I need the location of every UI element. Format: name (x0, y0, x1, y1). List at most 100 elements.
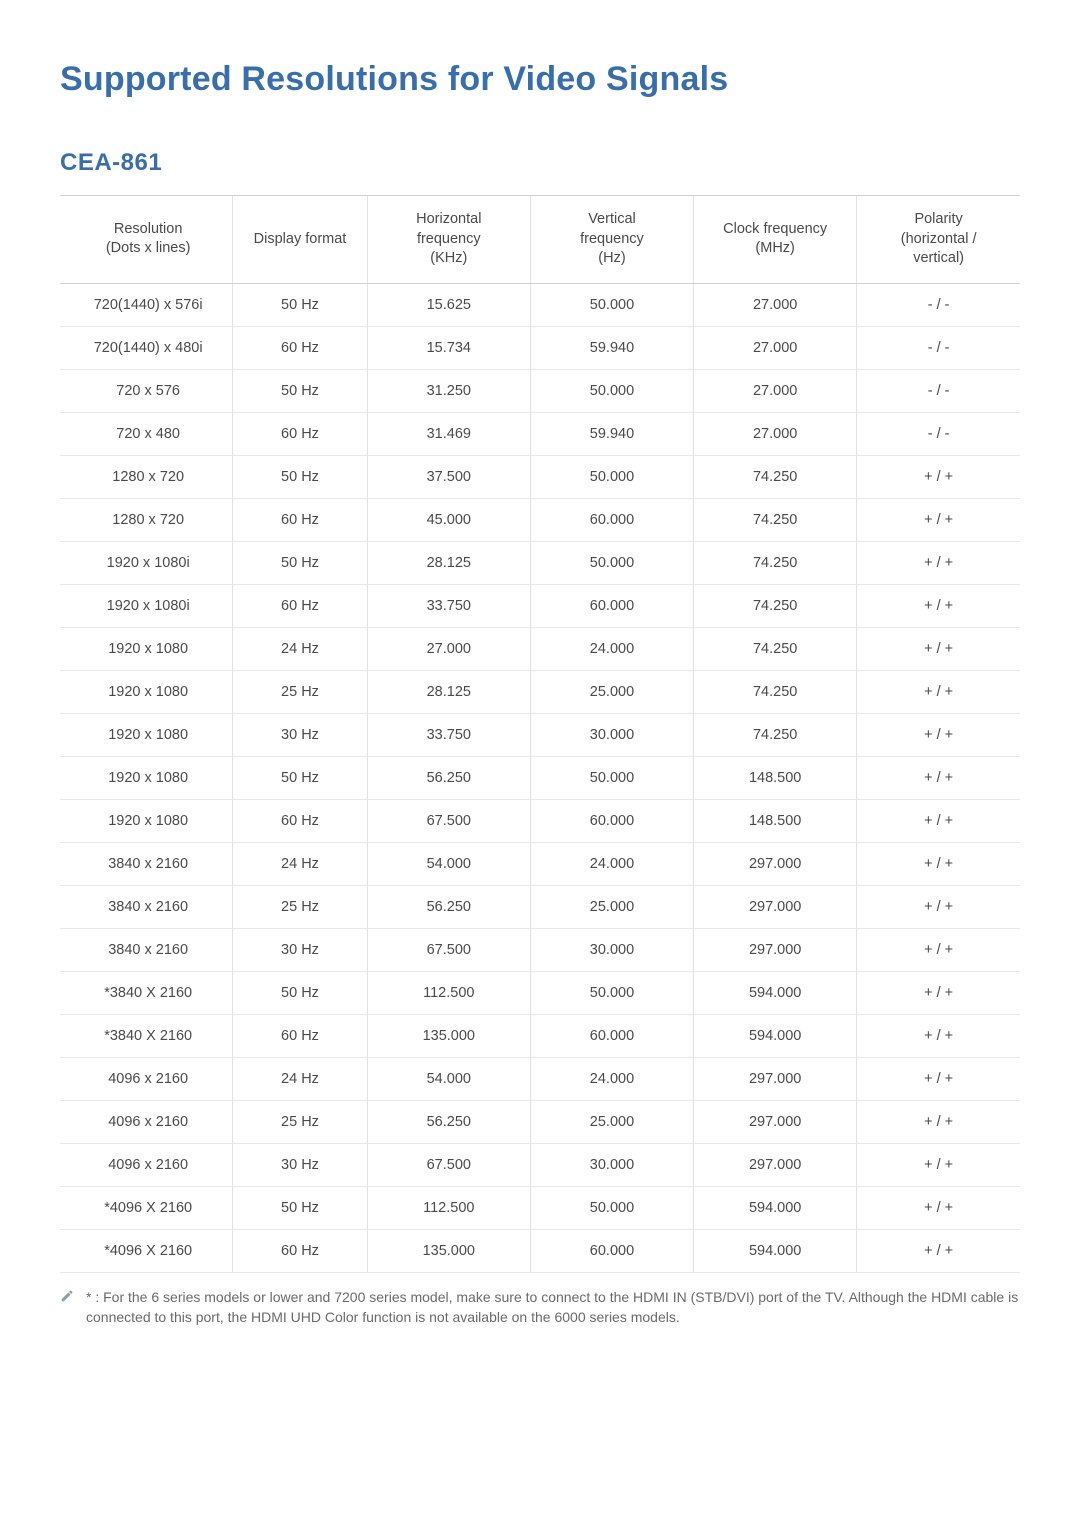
table-cell: + / + (857, 627, 1020, 670)
table-cell: *4096 X 2160 (60, 1229, 233, 1272)
table-cell: 30.000 (530, 1143, 693, 1186)
table-cell: 3840 x 2160 (60, 928, 233, 971)
table-cell: 1920 x 1080 (60, 627, 233, 670)
table-cell: + / + (857, 928, 1020, 971)
table-row: 3840 x 216025 Hz56.25025.000297.000+ / + (60, 885, 1020, 928)
table-cell: *3840 X 2160 (60, 971, 233, 1014)
table-cell: + / + (857, 799, 1020, 842)
table-cell: 135.000 (367, 1229, 530, 1272)
table-cell: 74.250 (694, 584, 857, 627)
table-cell: - / - (857, 326, 1020, 369)
table-row: 1920 x 108025 Hz28.12525.00074.250+ / + (60, 670, 1020, 713)
table-cell: + / + (857, 713, 1020, 756)
table-cell: + / + (857, 842, 1020, 885)
table-cell: 27.000 (694, 369, 857, 412)
table-cell: 1920 x 1080i (60, 584, 233, 627)
table-cell: 297.000 (694, 842, 857, 885)
table-cell: 25 Hz (233, 1100, 367, 1143)
table-cell: 60 Hz (233, 584, 367, 627)
table-cell: 67.500 (367, 799, 530, 842)
table-row: 3840 x 216030 Hz67.50030.000297.000+ / + (60, 928, 1020, 971)
table-cell: 54.000 (367, 842, 530, 885)
table-cell: 50.000 (530, 369, 693, 412)
table-cell: 4096 x 2160 (60, 1143, 233, 1186)
table-cell: 25 Hz (233, 885, 367, 928)
table-cell: 135.000 (367, 1014, 530, 1057)
table-row: 1920 x 108030 Hz33.75030.00074.250+ / + (60, 713, 1020, 756)
table-cell: 60.000 (530, 498, 693, 541)
table-cell: 50 Hz (233, 283, 367, 326)
table-cell: 594.000 (694, 1186, 857, 1229)
table-cell: 50 Hz (233, 541, 367, 584)
table-row: 4096 x 216024 Hz54.00024.000297.000+ / + (60, 1057, 1020, 1100)
table-cell: 24 Hz (233, 1057, 367, 1100)
table-cell: 148.500 (694, 756, 857, 799)
table-cell: + / + (857, 1229, 1020, 1272)
table-cell: 1920 x 1080 (60, 756, 233, 799)
table-cell: 27.000 (694, 326, 857, 369)
table-cell: 50 Hz (233, 756, 367, 799)
table-cell: 74.250 (694, 713, 857, 756)
table-cell: 74.250 (694, 455, 857, 498)
table-cell: 27.000 (694, 412, 857, 455)
table-header-cell: Horizontalfrequency(KHz) (367, 196, 530, 284)
table-cell: 4096 x 2160 (60, 1057, 233, 1100)
table-cell: 1920 x 1080i (60, 541, 233, 584)
table-cell: + / + (857, 670, 1020, 713)
table-cell: *4096 X 2160 (60, 1186, 233, 1229)
table-cell: + / + (857, 1186, 1020, 1229)
table-cell: 30.000 (530, 928, 693, 971)
table-row: *3840 X 216060 Hz135.00060.000594.000+ /… (60, 1014, 1020, 1057)
table-cell: 1920 x 1080 (60, 713, 233, 756)
table-cell: + / + (857, 498, 1020, 541)
table-cell: 50.000 (530, 541, 693, 584)
table-cell: 67.500 (367, 1143, 530, 1186)
table-cell: 60 Hz (233, 498, 367, 541)
table-body: 720(1440) x 576i50 Hz15.62550.00027.000-… (60, 283, 1020, 1272)
table-cell: + / + (857, 885, 1020, 928)
table-cell: 74.250 (694, 498, 857, 541)
table-cell: 50.000 (530, 283, 693, 326)
table-cell: 60.000 (530, 1229, 693, 1272)
table-cell: 60 Hz (233, 1229, 367, 1272)
table-cell: 297.000 (694, 1057, 857, 1100)
table-cell: + / + (857, 1057, 1020, 1100)
table-cell: 56.250 (367, 1100, 530, 1143)
section-subtitle: CEA-861 (60, 149, 1020, 177)
table-header-cell: Resolution(Dots x lines) (60, 196, 233, 284)
table-cell: 27.000 (367, 627, 530, 670)
table-cell: 594.000 (694, 971, 857, 1014)
table-row: 720 x 48060 Hz31.46959.94027.000- / - (60, 412, 1020, 455)
table-cell: - / - (857, 369, 1020, 412)
table-cell: 50.000 (530, 971, 693, 1014)
table-row: 1920 x 108024 Hz27.00024.00074.250+ / + (60, 627, 1020, 670)
footnote-text: * : For the 6 series models or lower and… (86, 1287, 1020, 1328)
table-cell: 148.500 (694, 799, 857, 842)
table-cell: 59.940 (530, 326, 693, 369)
table-cell: 30 Hz (233, 1143, 367, 1186)
table-cell: 1920 x 1080 (60, 670, 233, 713)
table-cell: 56.250 (367, 756, 530, 799)
table-cell: 3840 x 2160 (60, 885, 233, 928)
page-title: Supported Resolutions for Video Signals (60, 60, 1020, 99)
table-cell: 30 Hz (233, 928, 367, 971)
table-header-cell: Display format (233, 196, 367, 284)
table-cell: 3840 x 2160 (60, 842, 233, 885)
table-row: 720(1440) x 480i60 Hz15.73459.94027.000-… (60, 326, 1020, 369)
table-row: 1920 x 108050 Hz56.25050.000148.500+ / + (60, 756, 1020, 799)
table-row: 720 x 57650 Hz31.25050.00027.000- / - (60, 369, 1020, 412)
table-cell: 37.500 (367, 455, 530, 498)
table-cell: 50 Hz (233, 455, 367, 498)
table-cell: 33.750 (367, 584, 530, 627)
table-cell: 60.000 (530, 1014, 693, 1057)
table-cell: 24 Hz (233, 627, 367, 670)
table-cell: 74.250 (694, 670, 857, 713)
table-row: 4096 x 216030 Hz67.50030.000297.000+ / + (60, 1143, 1020, 1186)
table-row: 1280 x 72060 Hz45.00060.00074.250+ / + (60, 498, 1020, 541)
table-cell: 50.000 (530, 756, 693, 799)
table-head: Resolution(Dots x lines)Display formatHo… (60, 196, 1020, 284)
table-cell: 45.000 (367, 498, 530, 541)
table-cell: 720(1440) x 576i (60, 283, 233, 326)
table-cell: 24.000 (530, 842, 693, 885)
table-row: 3840 x 216024 Hz54.00024.000297.000+ / + (60, 842, 1020, 885)
